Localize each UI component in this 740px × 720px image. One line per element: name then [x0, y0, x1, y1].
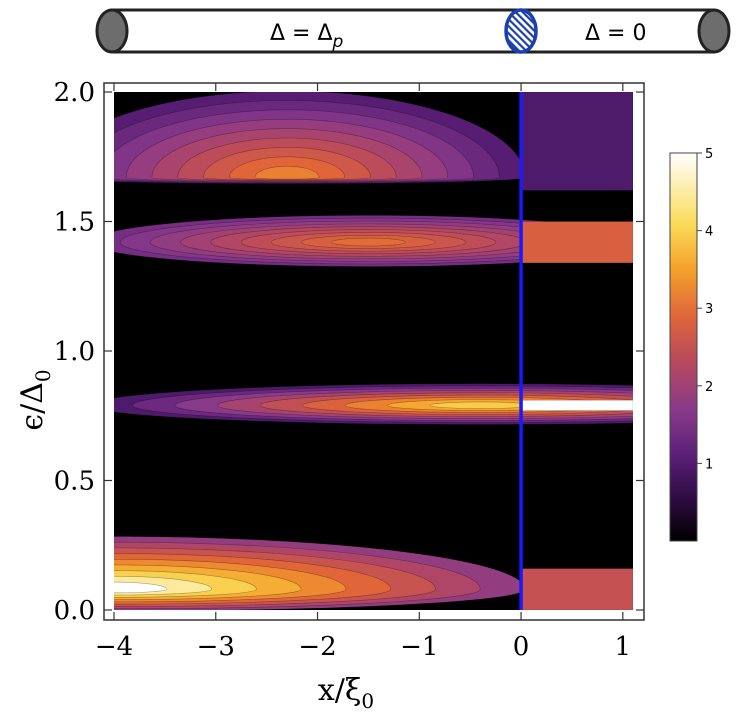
plot-area	[114, 92, 633, 610]
colorbar-ticks: 1 2 3 4 5	[697, 147, 713, 472]
x-axis-label: x/ξ0	[318, 673, 374, 713]
interface-junction-icon	[504, 8, 538, 54]
x-tick-label: −2	[298, 632, 336, 662]
y-axis: 0.0 0.5 1.0 1.5 2.0	[54, 78, 644, 626]
heatmap-band-right-4	[520, 92, 633, 191]
wire-right-end	[697, 8, 731, 54]
heatmap-band-left-1	[114, 215, 633, 267]
y-tick-label: 1.0	[54, 337, 95, 367]
heatmap-band-right-7	[520, 568, 633, 610]
x-tick-label: −3	[197, 632, 235, 662]
y-tick-label: 0.0	[54, 596, 95, 626]
left-region-subscript: p	[332, 32, 344, 52]
contour-level	[331, 237, 406, 247]
colorbar-tick-label: 2	[705, 380, 713, 395]
heatmap-bands	[114, 92, 633, 610]
colorbar-gradient	[669, 152, 698, 542]
right-region-label: Δ = 0	[585, 21, 646, 46]
colorbar-tick-label: 1	[705, 457, 713, 472]
colorbar-tick-label: 5	[705, 147, 713, 162]
contour-level	[114, 581, 168, 594]
left-region-label: Δ = Δ	[270, 21, 333, 46]
x-tick-label: −1	[400, 632, 438, 662]
x-tick-label: −4	[95, 632, 133, 662]
y-tick-label: 1.5	[54, 208, 95, 238]
heatmap-band-right-6	[520, 399, 633, 411]
colorbar: 1 2 3 4 5	[669, 147, 713, 542]
x-tick-label: 0	[513, 632, 530, 662]
colorbar-tick-label: 4	[705, 225, 713, 240]
y-tick-label: 2.0	[54, 78, 95, 108]
wire-left-end	[95, 8, 129, 54]
colorbar-tick-label: 3	[705, 302, 713, 317]
heatmap-band-right-5	[520, 221, 633, 264]
junction-schematic: Δ = Δp Δ = 0	[95, 8, 731, 54]
x-tick-label: 1	[615, 632, 632, 662]
svg-text:Δ = Δp: Δ = Δp	[270, 21, 344, 52]
y-tick-label: 0.5	[54, 467, 95, 497]
contour-level	[254, 165, 320, 180]
heatmap-band-left-0	[114, 92, 526, 184]
y-axis-label: ϵ/Δ0	[15, 369, 55, 430]
contour-level	[429, 401, 532, 409]
x-axis: −4 −3 −2 −1 0 1	[95, 83, 631, 662]
